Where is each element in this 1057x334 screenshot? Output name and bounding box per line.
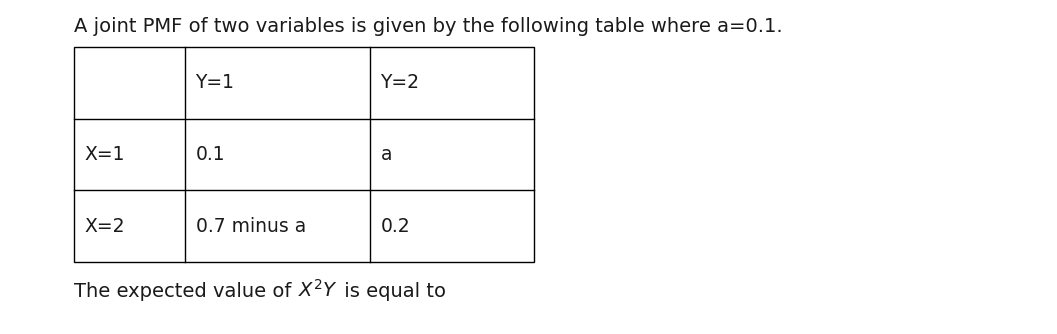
Bar [74,47,534,262]
Text: 0.1: 0.1 [196,145,225,164]
Text: The expected value of: The expected value of [74,282,298,301]
Text: Y=1: Y=1 [196,73,235,92]
Text: Y=2: Y=2 [381,73,420,92]
Text: is equal to: is equal to [337,282,446,301]
Text: a: a [381,145,392,164]
Text: X=1: X=1 [85,145,125,164]
Text: 0.2: 0.2 [381,217,410,236]
Text: $X^{2}Y$: $X^{2}Y$ [298,279,337,301]
Text: X=2: X=2 [85,217,125,236]
Text: 0.7 minus a: 0.7 minus a [196,217,305,236]
Text: A joint PMF of two variables is given by the following table where a=0.1.: A joint PMF of two variables is given by… [74,17,782,36]
